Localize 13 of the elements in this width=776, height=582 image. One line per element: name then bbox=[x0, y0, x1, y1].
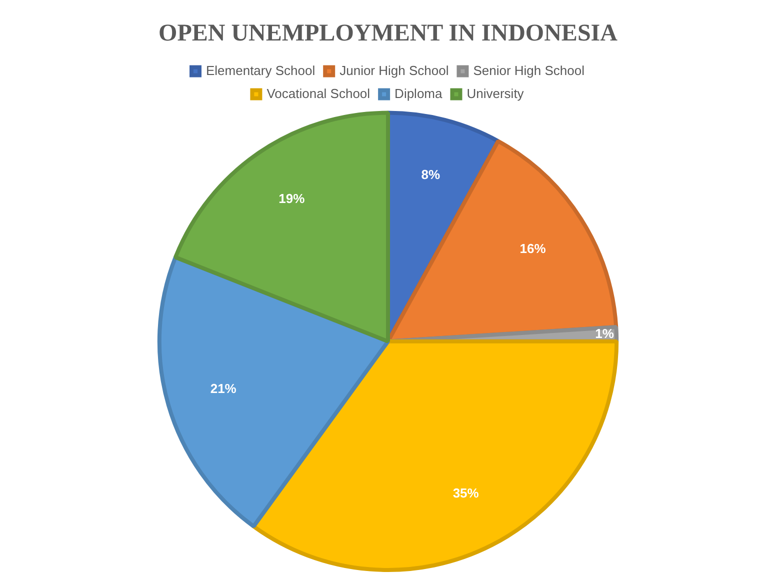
legend-label: Elementary School bbox=[206, 62, 316, 78]
data-label: 1% bbox=[595, 326, 614, 342]
data-label: 8% bbox=[421, 166, 440, 182]
data-label: 16% bbox=[520, 241, 546, 256]
chart-title: OPEN UNEMPLOYMENT IN INDONESIA bbox=[158, 20, 618, 47]
data-label: 21% bbox=[210, 380, 237, 396]
data-label: 19% bbox=[278, 191, 306, 206]
legend-label: Diploma bbox=[394, 86, 444, 101]
legend-label: Vocational School bbox=[266, 86, 370, 101]
data-label: 35% bbox=[452, 486, 480, 501]
legend-label: University bbox=[466, 86, 524, 101]
legend-label: Junior High School bbox=[340, 62, 449, 78]
legend-label: Senior High School bbox=[473, 62, 585, 78]
